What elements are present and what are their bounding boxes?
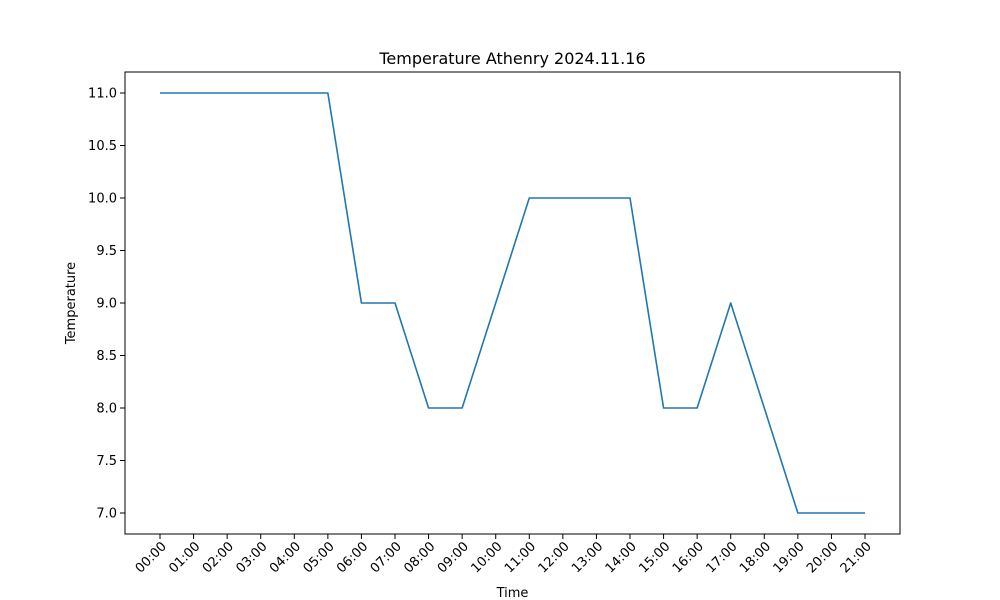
x-tick-label: 12:00 [536, 539, 573, 576]
x-tick-label: 15:00 [636, 539, 673, 576]
y-tick-label: 8.0 [96, 402, 117, 417]
y-tick-label: 9.0 [96, 297, 117, 312]
y-tick-label: 7.0 [96, 507, 117, 522]
x-tick-label: 05:00 [301, 539, 338, 576]
x-tick-label: 08:00 [401, 539, 438, 576]
x-tick-label: 10:00 [468, 539, 505, 576]
y-tick-label: 9.5 [96, 244, 117, 259]
y-axis-label: Temperature [64, 262, 79, 345]
x-tick-label: 18:00 [737, 539, 774, 576]
x-tick-label: 01:00 [166, 539, 203, 576]
x-tick-label: 16:00 [670, 539, 707, 576]
y-tick-label: 11.0 [88, 87, 117, 102]
chart-title: Temperature Athenry 2024.11.16 [378, 49, 645, 68]
y-tick-label: 10.0 [88, 192, 117, 207]
x-tick-label: 17:00 [703, 539, 740, 576]
x-tick-label: 21:00 [838, 539, 875, 576]
x-tick-label: 11:00 [502, 539, 539, 576]
x-tick-label: 13:00 [569, 539, 606, 576]
plot-frame [124, 71, 901, 535]
temperature-series-line [160, 92, 865, 514]
x-tick-label: 09:00 [435, 539, 472, 576]
x-tick-label: 14:00 [603, 539, 640, 576]
x-tick-label: 06:00 [334, 539, 371, 576]
x-tick-label: 00:00 [133, 539, 170, 576]
y-tick-label: 10.5 [88, 139, 117, 154]
x-tick-label: 07:00 [368, 539, 405, 576]
x-tick-label: 19:00 [771, 539, 808, 576]
y-tick-label: 8.5 [96, 349, 117, 364]
x-tick-label: 02:00 [200, 539, 237, 576]
x-axis-label: Time [496, 586, 529, 600]
x-tick-label: 04:00 [267, 539, 304, 576]
x-tick-label: 20:00 [804, 539, 841, 576]
x-tick-label: 03:00 [233, 539, 270, 576]
y-tick-label: 7.5 [96, 454, 117, 469]
